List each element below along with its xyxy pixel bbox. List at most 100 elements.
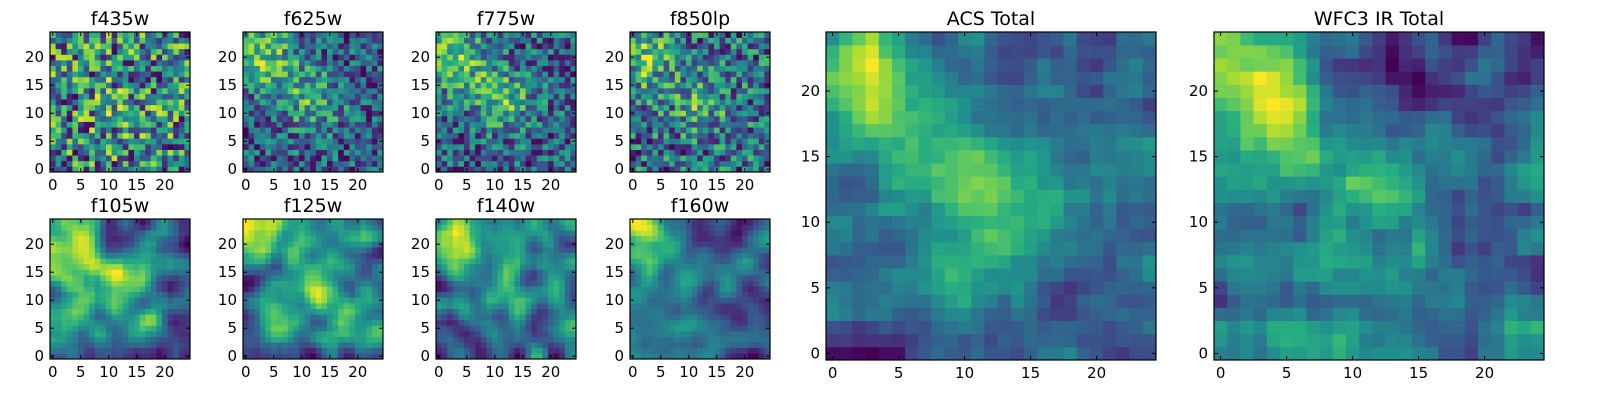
heatmap-cell xyxy=(310,132,317,139)
heatmap-cell xyxy=(360,297,367,304)
heatmap-cell xyxy=(542,76,549,83)
heatmap-cell xyxy=(725,166,732,173)
heatmap-cell xyxy=(254,132,261,139)
heatmap-cell xyxy=(293,331,300,337)
heatmap-cell xyxy=(525,342,532,349)
heatmap-cell xyxy=(764,144,771,150)
heatmap-cell xyxy=(254,252,261,259)
heatmap-cell xyxy=(287,82,294,89)
heatmap-cell xyxy=(321,252,328,259)
heatmap-cell xyxy=(553,110,560,117)
heatmap-cell xyxy=(753,82,760,89)
heatmap-cell xyxy=(564,32,571,38)
heatmap-cell xyxy=(287,88,294,94)
heatmap-cell xyxy=(282,308,289,315)
heatmap-cell xyxy=(89,325,96,332)
heatmap-cell xyxy=(178,144,185,150)
heatmap-cell xyxy=(50,235,56,242)
heatmap-cell xyxy=(452,308,459,315)
heatmap-cell xyxy=(162,224,168,231)
heatmap-cell xyxy=(106,286,112,293)
heatmap-cell xyxy=(559,76,566,83)
heatmap-cell xyxy=(377,347,384,354)
heatmap-cell xyxy=(486,48,493,55)
heatmap-cell xyxy=(736,336,743,343)
heatmap-cell xyxy=(366,353,373,360)
heatmap-cell xyxy=(503,54,510,61)
heatmap-cell xyxy=(542,82,549,89)
heatmap-cell xyxy=(150,71,157,78)
heatmap-cell xyxy=(145,336,152,343)
heatmap-cell xyxy=(371,116,378,122)
heatmap-cell xyxy=(758,331,765,337)
heatmap-cell xyxy=(658,286,664,293)
heatmap-cell xyxy=(304,280,311,287)
heatmap-cell xyxy=(686,297,692,304)
heatmap-cell xyxy=(475,230,482,237)
heatmap-cell xyxy=(332,297,339,304)
heatmap-cell xyxy=(525,104,532,111)
heatmap-cell xyxy=(156,252,163,259)
heatmap-cell xyxy=(635,269,642,276)
heatmap-cell xyxy=(669,99,676,106)
heatmap-cell xyxy=(536,88,543,94)
heatmap-cell xyxy=(458,331,465,337)
heatmap-cell xyxy=(111,336,118,343)
heatmap-cell xyxy=(145,286,152,293)
heatmap-cell xyxy=(66,314,73,321)
heatmap-cell xyxy=(464,319,470,326)
heatmap-cell xyxy=(764,71,771,78)
heatmap-cell xyxy=(469,286,476,293)
heatmap-cell xyxy=(111,121,118,128)
heatmap-cell xyxy=(304,230,311,237)
heatmap-cell xyxy=(669,347,676,354)
heatmap-cell xyxy=(663,331,670,337)
heatmap-cell xyxy=(542,347,549,354)
heatmap-cell xyxy=(299,132,305,139)
heatmap-cell xyxy=(674,308,681,315)
heatmap-cell xyxy=(452,76,459,83)
heatmap-cell xyxy=(265,60,272,66)
heatmap-cell xyxy=(719,88,726,94)
heatmap-cell xyxy=(514,60,521,66)
heatmap-cell xyxy=(542,149,549,156)
heatmap-cell xyxy=(259,258,266,265)
heatmap-cell xyxy=(343,286,350,293)
heatmap-cell xyxy=(725,132,732,139)
heatmap-cell xyxy=(663,48,670,55)
heatmap-cell xyxy=(366,32,373,38)
heatmap-cell xyxy=(100,263,107,270)
heatmap-cell xyxy=(366,65,373,72)
heatmap-cell xyxy=(736,308,743,315)
heatmap-cell xyxy=(162,336,168,343)
heatmap-cell xyxy=(525,76,532,83)
heatmap-cell xyxy=(492,60,498,66)
heatmap-cell xyxy=(475,54,482,61)
heatmap-cell xyxy=(276,110,283,117)
heatmap-cell xyxy=(508,93,515,100)
heatmap-cell xyxy=(559,88,566,94)
heatmap-cell xyxy=(156,241,163,248)
heatmap-cell xyxy=(680,121,687,128)
heatmap-cell xyxy=(646,325,653,332)
heatmap-cell xyxy=(128,48,135,55)
heatmap-cell xyxy=(458,286,465,293)
heatmap-cell xyxy=(669,116,676,122)
heatmap-cell xyxy=(646,275,653,281)
heatmap-cell xyxy=(122,54,129,61)
heatmap-cell xyxy=(492,116,498,122)
heatmap-cell xyxy=(652,275,659,281)
heatmap-cell xyxy=(276,230,283,237)
heatmap-cell xyxy=(106,65,112,72)
heatmap-cell xyxy=(680,308,687,315)
heatmap-cell xyxy=(570,331,577,337)
heatmap-cell xyxy=(371,219,378,225)
heatmap-cell xyxy=(469,65,476,72)
heatmap-cell xyxy=(503,65,510,72)
heatmap-cell xyxy=(134,347,140,354)
heatmap-cell xyxy=(542,43,549,50)
heatmap-cell xyxy=(173,258,180,265)
heatmap-cell xyxy=(658,132,664,139)
heatmap-cell xyxy=(338,93,345,100)
heatmap-cell xyxy=(128,247,135,253)
